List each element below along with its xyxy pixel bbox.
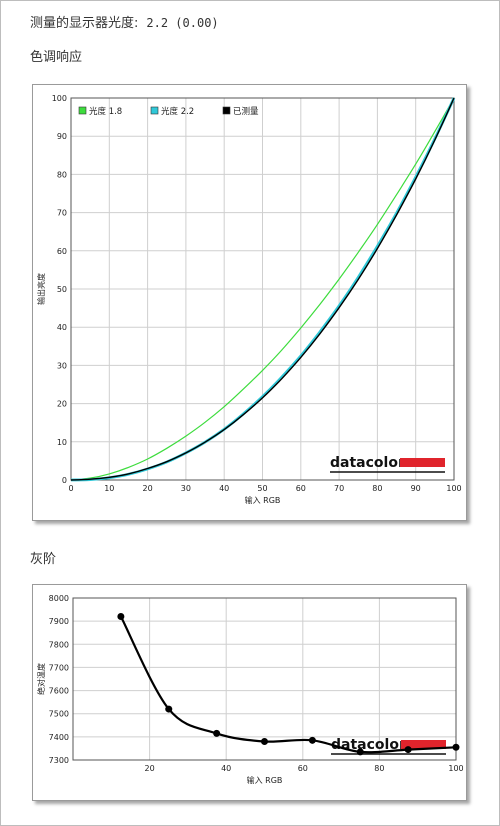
data-point — [165, 705, 173, 713]
data-point — [452, 743, 460, 751]
grayscale-chart: 20 40 60 80 100 7300 7400 7500 7600 7700 7800 7900 8… — [32, 584, 467, 801]
y-tick-label: 0 — [62, 476, 67, 485]
y-tick-label: 7600 — [49, 687, 69, 696]
x-tick-label: 100 — [448, 764, 463, 773]
data-point — [261, 737, 268, 745]
x-axis-label: 输入 RGB — [245, 495, 281, 505]
datacolor-logo-bar — [400, 458, 445, 467]
y-tick-label: 90 — [57, 132, 67, 141]
y-axis-label: 输出亮度 — [36, 273, 46, 305]
series-line — [70, 97, 455, 481]
y-tick-label: 7800 — [49, 640, 69, 649]
y-axis-label: 绝对温度 — [36, 663, 46, 695]
series-line — [70, 97, 455, 481]
plot-area-border — [72, 597, 457, 761]
plot-area-border — [70, 97, 455, 481]
tone-response-svg: 0 10 20 30 40 50 60 70 80 90 100 0 10 20 30 40 50 60 70 80 9… — [36, 94, 462, 505]
x-tick-label: 100 — [446, 484, 461, 493]
x-tick-label: 40 — [221, 764, 231, 773]
y-tick-label: 7900 — [49, 617, 69, 626]
x-tick-label: 0 — [68, 484, 73, 493]
x-tick-label: 80 — [372, 484, 382, 493]
x-tick-label: 40 — [219, 484, 229, 493]
legend-swatch — [222, 106, 231, 115]
y-tick-label: 7300 — [49, 756, 69, 765]
data-point — [308, 736, 316, 744]
y-tick-label: 40 — [57, 323, 67, 332]
x-axis-label: 输入 RGB — [247, 775, 283, 785]
datacolor-logo-text: datacolor — [330, 455, 405, 471]
x-tick-label: 60 — [298, 764, 308, 773]
y-tick-label: 100 — [52, 94, 67, 103]
x-tick-label: 30 — [181, 484, 191, 493]
y-tick-label: 10 — [57, 438, 67, 447]
y-tick-label: 60 — [57, 247, 67, 256]
x-tick-label: 60 — [296, 484, 306, 493]
y-tick-label: 8000 — [49, 594, 69, 603]
x-tick-label: 70 — [334, 484, 344, 493]
y-tick-label: 20 — [57, 400, 67, 409]
measured-gamma-value: 2.2 (0.00) — [146, 16, 219, 30]
data-point — [356, 748, 364, 756]
y-tick-label: 7500 — [49, 710, 69, 719]
y-tick-label: 30 — [57, 361, 67, 370]
y-tick-label: 7400 — [49, 733, 69, 742]
measured-gamma-line: 测量的显示器光度: 2.2 (0.00) — [30, 12, 219, 31]
data-point — [117, 613, 125, 621]
x-tick-label: 90 — [411, 484, 421, 493]
legend-label: 已测量 — [233, 107, 259, 117]
y-tick-label: 70 — [57, 209, 67, 218]
grayscale-title: 灰阶 — [30, 552, 57, 567]
x-tick-label: 20 — [143, 484, 153, 493]
legend-label: 光度 2.2 — [161, 106, 194, 117]
x-tick-label: 20 — [145, 764, 155, 773]
tone-response-chart: 0 10 20 30 40 50 60 70 80 90 100 0 10 20 30 40 50 60 70 80 9… — [32, 84, 467, 521]
x-tick-label: 80 — [374, 764, 384, 773]
y-tick-label: 50 — [57, 285, 67, 294]
legend-swatch — [150, 106, 159, 115]
x-tick-label: 50 — [257, 484, 267, 493]
series-line — [119, 615, 457, 754]
data-point — [213, 729, 221, 737]
legend-label: 光度 1.8 — [89, 106, 122, 117]
data-point — [404, 746, 412, 754]
tone-response-title: 色调响应 — [30, 50, 83, 65]
legend-swatch — [78, 106, 87, 115]
datacolor-logo-bar — [401, 740, 446, 749]
y-tick-label: 7700 — [49, 663, 69, 672]
grayscale-svg: 20 40 60 80 100 7300 7400 7500 7600 7700 7800 7900 8… — [36, 594, 464, 785]
y-tick-label: 80 — [57, 170, 67, 179]
measured-gamma-label: 测量的显示器光度: — [30, 16, 139, 31]
x-tick-label: 10 — [104, 484, 114, 493]
